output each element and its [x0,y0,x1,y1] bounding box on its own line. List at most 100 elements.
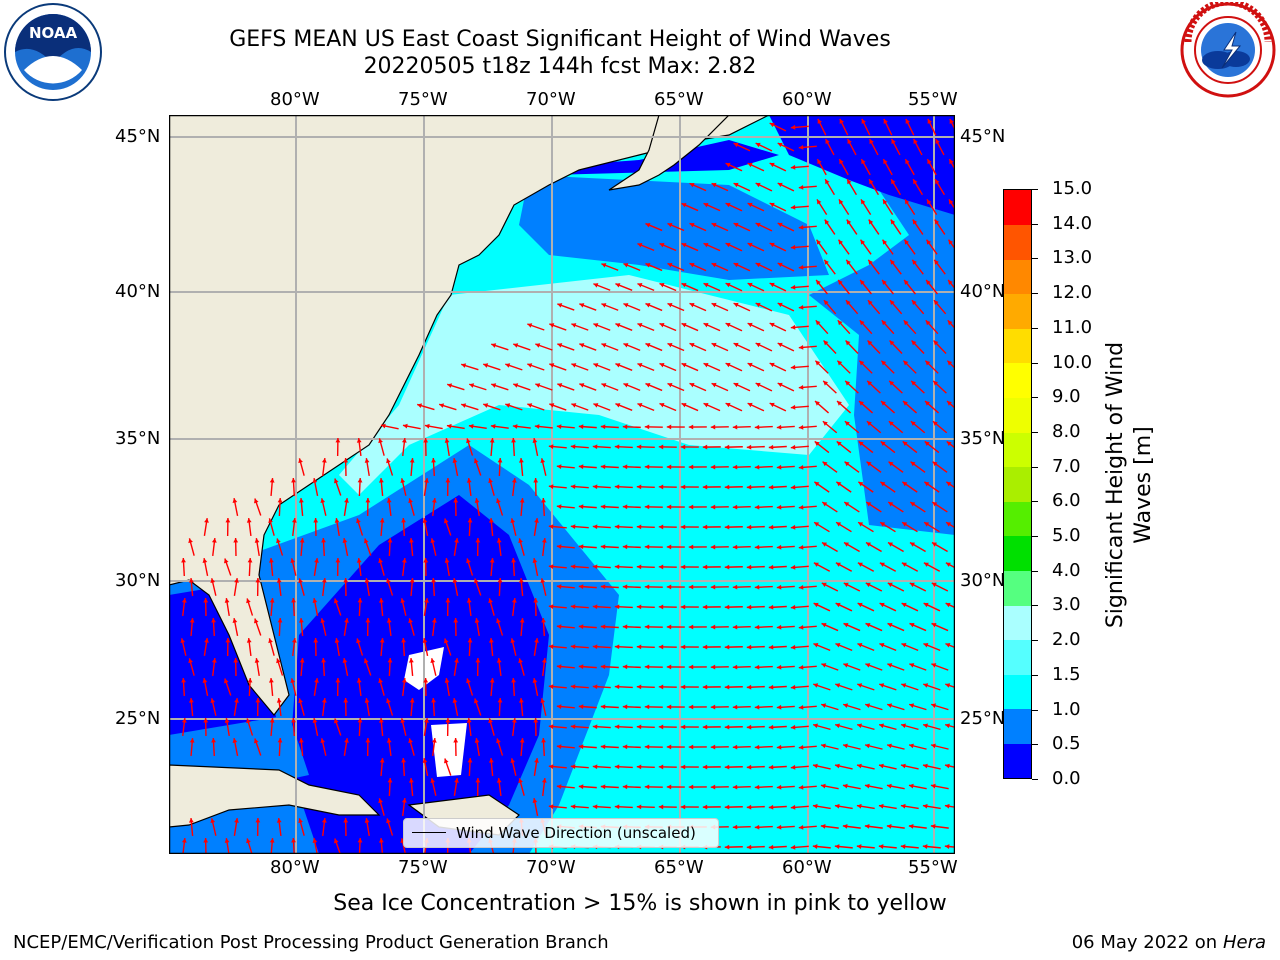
wave-direction-arrowhead [724,724,730,730]
wave-direction-arrowhead [768,684,774,690]
wave-direction-arrowhead [225,638,231,643]
wave-direction-arrowhead [710,504,716,510]
wave-direction-arrowhead [444,638,449,644]
wave-direction-arrowhead [570,804,576,810]
wave-direction-arrowhead [790,604,796,610]
wave-direction-arrowhead [579,343,585,348]
wave-direction-arrowhead [947,401,952,406]
wave-direction-arrowhead [776,584,782,590]
wave-direction-arrowhead [843,582,849,588]
wave-direction-arrowhead [488,478,493,484]
wave-direction-arrowhead [511,718,517,723]
wave-direction-arrowhead [497,458,503,463]
wave-direction-arrowhead [724,564,730,570]
wave-direction-arrowhead [746,764,752,770]
wave-direction-arrowhead [790,444,796,450]
wave-direction-arrowhead [821,622,827,628]
wave-direction-arrowhead [519,618,525,623]
wave-direction-arrowhead [511,438,516,443]
wave-direction-arrowhead [905,159,910,165]
wave-direction-arrowhead [181,718,187,723]
wave-direction-arrowhead [883,118,888,124]
wave-direction-arrowhead [356,638,361,644]
wave-direction-arrowhead [548,644,554,649]
wave-direction-arrowhead [945,602,951,608]
wave-direction-arrowhead [777,182,783,188]
wave-direction-arrowhead [276,538,281,544]
wave-direction-arrowhead [768,804,774,810]
wave-direction-arrowhead [570,564,576,570]
wave-direction-arrowhead [233,658,239,663]
wave-direction-arrowhead [790,724,796,730]
colorbar-band [1004,224,1031,260]
wave-direction-arrowhead [746,604,752,610]
wave-direction-arrowhead [541,498,546,503]
wave-direction-arrowhead [836,481,842,487]
wave-direction-arrowhead [905,118,910,124]
wave-direction-arrowhead [320,738,326,744]
wave-direction-arrowhead [901,723,906,729]
wave-direction-arrowhead [798,664,804,670]
wave-direction-arrowhead [291,598,296,603]
wave-direction-arrowhead [908,783,914,789]
credit-text: NCEP/EMC/Verification Post Processing Pr… [13,932,609,953]
wave-direction-arrowhead [234,578,239,583]
wave-direction-arrowhead [724,604,730,610]
wave-direction-arrowhead [777,262,783,268]
wave-direction-arrowhead [365,498,371,503]
wave-direction-arrowhead [408,738,413,744]
wave-direction-arrowhead [847,139,852,145]
wave-direction-arrowhead [644,744,650,750]
colorbar-band [1004,432,1031,468]
wave-direction-arrowhead [533,718,539,723]
wave-direction-arrowhead [636,644,642,650]
wave-direction-arrowhead [790,244,796,250]
colorbar-band [1004,397,1031,433]
wave-direction-arrowhead [823,340,829,346]
wave-direction-arrowhead [890,219,896,225]
wave-direction-arrowhead [468,423,474,429]
wave-direction-arrowhead [913,179,918,185]
wave-direction-arrowhead [813,643,819,648]
wave-direction-arrowhead [474,698,479,704]
wave-direction-arrowhead [911,340,917,346]
wave-direction-arrowhead [754,784,760,790]
wave-direction-arrowhead [861,118,866,124]
wave-direction-arrowhead [321,578,327,583]
wave-direction-arrowhead [859,360,865,366]
wave-direction-arrowhead [776,544,782,550]
wave-direction-arrowhead [314,558,319,563]
wave-direction-arrowhead [557,343,563,348]
colorbar-tick-mark [1032,744,1038,746]
wave-direction-arrowhead [844,461,850,467]
wave-direction-arrowhead [754,544,760,550]
wave-direction-arrowhead [578,664,584,670]
wave-direction-arrowhead [204,638,209,643]
wave-direction-arrowhead [823,300,829,306]
wave-direction-arrowhead [549,363,555,368]
wave-direction-arrowhead [754,824,760,830]
wind-wave-direction-arrows [180,118,955,854]
wave-direction-arrowhead [913,139,918,145]
wave-direction-arrowhead [746,844,752,850]
wave-direction-arrowhead [856,844,862,849]
national-weather-service-logo-icon [1180,2,1276,98]
wave-direction-arrowhead [776,504,782,510]
wave-direction-arrowhead [622,584,628,590]
wave-direction-arrowhead [688,744,694,750]
wave-direction-arrowhead [614,484,620,490]
wave-direction-arrowhead [571,363,577,368]
wave-direction-arrowhead [732,744,738,750]
wave-direction-arrowhead [658,564,664,570]
wave-direction-arrowhead [732,464,738,470]
wave-direction-arrowhead [644,664,650,670]
wave-direction-arrowhead [912,219,918,225]
wave-direction-arrowhead [490,424,496,429]
wave-direction-arrowhead [702,804,708,810]
wave-direction-arrowhead [901,562,907,567]
wave-direction-arrowhead [203,598,209,603]
wave-direction-arrowhead [314,678,319,683]
wave-direction-arrowhead [386,458,391,464]
wave-direction-arrowhead [424,598,429,603]
wave-direction-arrowhead [702,524,708,530]
